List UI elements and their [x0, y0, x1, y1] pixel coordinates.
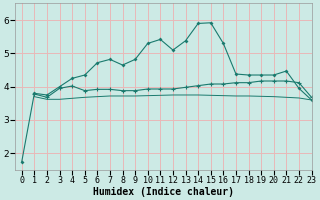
X-axis label: Humidex (Indice chaleur): Humidex (Indice chaleur): [93, 186, 234, 197]
